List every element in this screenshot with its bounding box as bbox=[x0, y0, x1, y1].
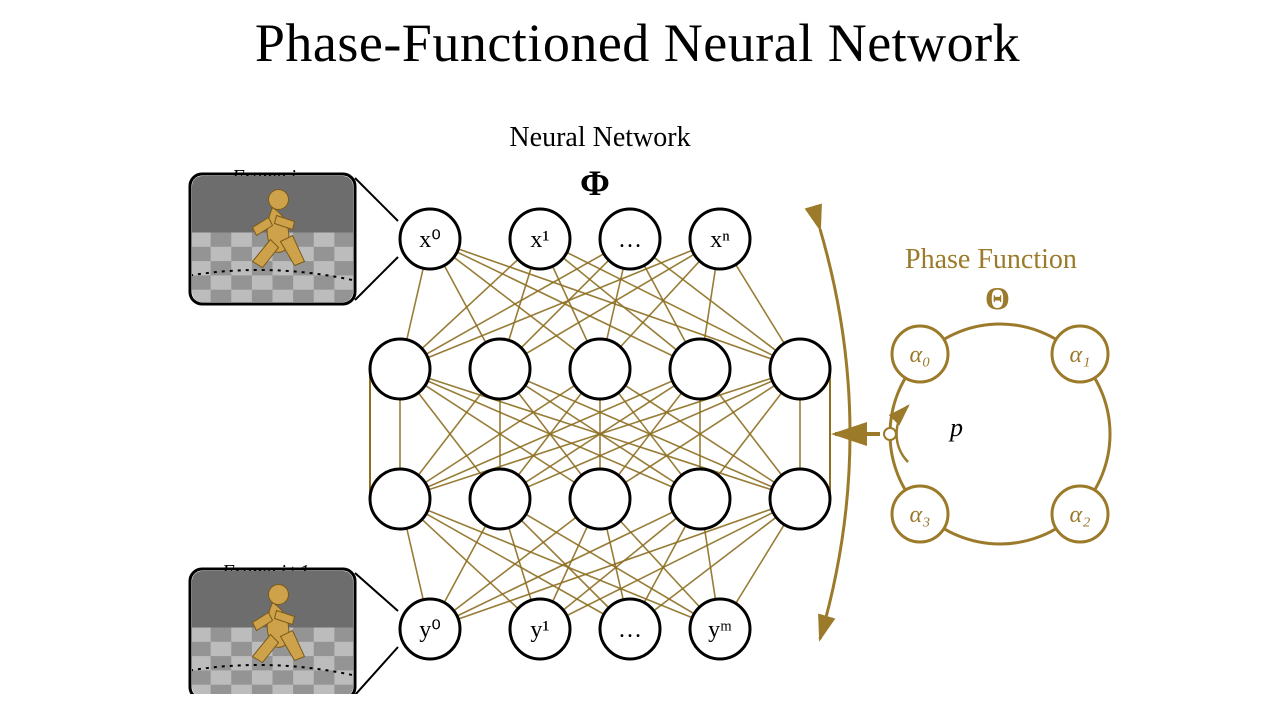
alpha-label: α₃ bbox=[910, 502, 931, 528]
nn-node-label: y¹ bbox=[530, 617, 549, 643]
nn-node bbox=[470, 469, 530, 529]
nn-node-label: x¹ bbox=[530, 227, 549, 253]
page-title: Phase-Functioned Neural Network bbox=[0, 12, 1275, 74]
alpha-label: α₂ bbox=[1070, 502, 1091, 528]
nn-node bbox=[770, 469, 830, 529]
nn-node bbox=[570, 469, 630, 529]
nn-node-label: y⁰ bbox=[419, 617, 441, 643]
nn-node bbox=[370, 339, 430, 399]
nn-node-label: x⁰ bbox=[419, 227, 441, 253]
nn-node-label: … bbox=[618, 227, 642, 253]
alpha-label: α₀ bbox=[910, 342, 931, 368]
phase-pointer bbox=[884, 428, 896, 440]
p-label: p bbox=[948, 413, 963, 442]
nn-node bbox=[370, 469, 430, 529]
nn-node bbox=[570, 339, 630, 399]
nn-node bbox=[670, 469, 730, 529]
nn-node-label: xⁿ bbox=[710, 227, 730, 253]
nn-node-label: yᵐ bbox=[708, 617, 732, 643]
diagram-svg: x⁰ x¹ … xⁿ y⁰ y¹ … yᵐ α₀ α₁ α₂ α₃ p bbox=[0, 74, 1275, 694]
alpha-label: α₁ bbox=[1070, 342, 1091, 368]
p-arrow bbox=[897, 406, 908, 462]
nn-node bbox=[770, 339, 830, 399]
nn-node-label: … bbox=[618, 617, 642, 643]
diagram-stage: Neural Network Φ Phase Function Θ Frame … bbox=[0, 74, 1275, 694]
nn-node bbox=[470, 339, 530, 399]
nn-node bbox=[670, 339, 730, 399]
